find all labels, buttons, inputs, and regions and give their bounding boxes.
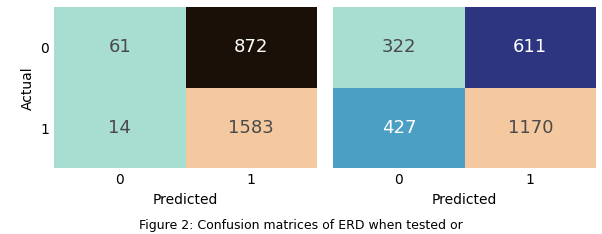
Text: 872: 872 <box>234 38 268 56</box>
Bar <box>465 88 596 168</box>
Bar <box>54 7 185 88</box>
X-axis label: Predicted: Predicted <box>432 193 497 207</box>
Bar <box>185 88 317 168</box>
Bar <box>185 7 317 88</box>
Text: 1170: 1170 <box>507 119 553 137</box>
Text: 427: 427 <box>382 119 416 137</box>
Text: 14: 14 <box>108 119 131 137</box>
Text: 61: 61 <box>108 38 131 56</box>
Bar <box>465 7 596 88</box>
Bar <box>333 88 465 168</box>
Text: 322: 322 <box>382 38 416 56</box>
Text: Figure 2: Confusion matrices of ERD when tested or: Figure 2: Confusion matrices of ERD when… <box>139 219 463 232</box>
X-axis label: Predicted: Predicted <box>153 193 219 207</box>
Bar <box>54 88 185 168</box>
Bar <box>333 7 465 88</box>
Text: 611: 611 <box>513 38 547 56</box>
Y-axis label: Actual: Actual <box>21 66 35 110</box>
Text: 1583: 1583 <box>229 119 275 137</box>
